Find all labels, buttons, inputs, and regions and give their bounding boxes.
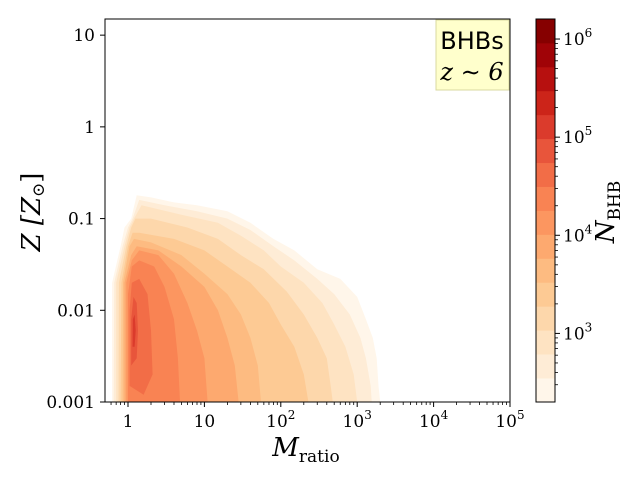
colorbar-segment: [536, 354, 555, 379]
colorbar-segment: [536, 138, 555, 164]
colorbar-tick-label: 103: [563, 320, 592, 344]
y-axis-label: Z [Z⊙]: [17, 173, 49, 253]
x-tick-label: 1: [123, 412, 134, 432]
x-axis-ticks: 1 10 102 103 104 105: [110, 402, 525, 432]
colorbar-segment: [536, 258, 555, 283]
x-tick-label: 102: [266, 408, 295, 432]
annotation-background: [435, 19, 510, 91]
colorbar-tick-label: 104: [563, 222, 593, 246]
colorbar-tick-label: 105: [563, 124, 592, 148]
colorbar: [535, 18, 556, 403]
y-tick-label: 0.001: [46, 393, 95, 413]
y-tick-label: 10: [73, 26, 95, 46]
x-axis-label: Mratio: [271, 433, 339, 467]
colorbar-segment: [536, 19, 555, 44]
y-axis-ticks: 0.001 0.01 0.1 1 10: [46, 26, 105, 413]
y-tick-label: 1: [84, 118, 95, 138]
colorbar-segment: [536, 282, 555, 307]
contour-level-400000: [132, 314, 136, 347]
contour-fills: [112, 195, 381, 402]
x-tick-label: 10: [194, 412, 216, 432]
x-tick-label: 104: [419, 408, 449, 432]
colorbar-frame: [535, 18, 556, 403]
colorbar-label: NBHB: [591, 181, 625, 245]
colorbar-segment: [536, 42, 555, 68]
colorbar-tick-label: 106: [563, 26, 592, 50]
colorbar-segment: [536, 162, 555, 187]
y-tick-label: 0.1: [68, 210, 95, 230]
annotation-redshift: z ∼ 6: [439, 58, 503, 86]
plot-frame: [104, 18, 511, 403]
colorbar-segment: [536, 306, 555, 331]
colorbar-segment: [536, 186, 555, 211]
colorbar-segment: [536, 234, 555, 259]
colorbar-segment: [536, 114, 555, 140]
colorbar-segment: [536, 90, 555, 116]
colorbar-ticks: 103 104 105 106: [555, 26, 593, 386]
annotation-title: BHBs: [440, 27, 503, 55]
annotation-box: BHBs z ∼ 6: [435, 19, 510, 91]
colorbar-segment: [536, 66, 555, 92]
colorbar-segment: [536, 210, 555, 235]
colorbar-segment: [536, 330, 555, 355]
y-tick-label: 0.01: [57, 301, 95, 321]
x-tick-label: 105: [495, 408, 524, 432]
colorbar-segment: [536, 378, 555, 403]
x-tick-label: 103: [343, 408, 372, 432]
